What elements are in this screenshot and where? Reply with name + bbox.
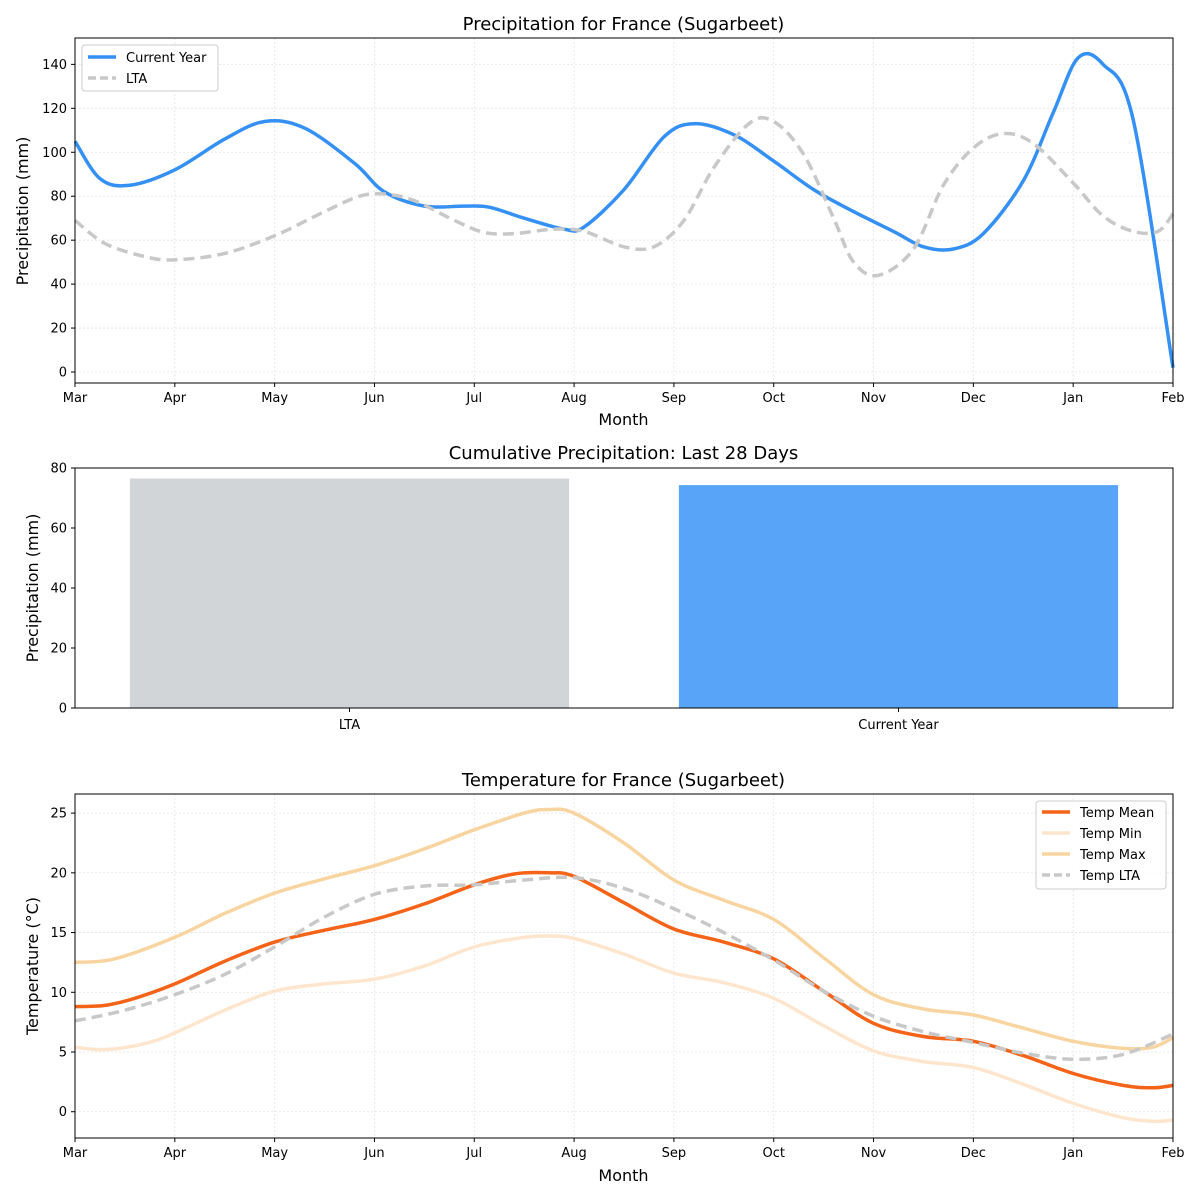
precipitation-ytick-label-40: 40: [50, 278, 67, 293]
legend-label-temp-mean: Temp Mean: [1079, 806, 1154, 821]
temperature-xtick-label-jun: Jun: [363, 1146, 384, 1161]
precipitation-x-axis-label: Month: [598, 410, 648, 429]
cumulative-xtick-label-lta: LTA: [339, 718, 360, 733]
temperature-xtick-label-jan: Jan: [1062, 1146, 1083, 1161]
cumulative-ytick-label-60: 60: [50, 522, 67, 537]
legend-label-temp-max: Temp Max: [1079, 848, 1146, 863]
precipitation-xtick-label-may: May: [261, 391, 288, 406]
cumulative-ticks: LTA Current Year 0 20 40 60 80: [50, 462, 939, 734]
temperature-series: [74, 807, 1174, 1124]
temperature-ytick-label-10: 10: [50, 986, 67, 1001]
legend-label-current-year: Current Year: [126, 51, 207, 66]
cumulative-ytick-label-20: 20: [50, 642, 67, 657]
cumulative-ytick-label-40: 40: [50, 582, 67, 597]
cumulative-precipitation-bar-chart: Cumulative Precipitation: Last 28 Days P…: [23, 443, 1174, 734]
precipitation-ytick-label-120: 120: [42, 102, 67, 117]
precipitation-ytick-label-80: 80: [50, 190, 67, 205]
precipitation-chart-title: Precipitation for France (Sugarbeet): [463, 14, 785, 35]
precipitation-y-axis-label: Precipitation (mm): [13, 137, 32, 286]
precipitation-plot-frame: [74, 37, 1174, 384]
cumulative-chart-title: Cumulative Precipitation: Last 28 Days: [449, 443, 799, 464]
temperature-y-axis-label: Temperature (°C): [23, 897, 42, 1036]
temperature-ytick-label-20: 20: [50, 866, 67, 881]
legend-label-temp-lta: Temp LTA: [1079, 869, 1140, 884]
temperature-xtick-label-may: May: [261, 1146, 288, 1161]
precipitation-series: [73, 51, 1175, 368]
precipitation-xtick-label-sep: Sep: [662, 391, 687, 406]
temperature-xtick-label-apr: Apr: [164, 1146, 187, 1161]
precipitation-ytick-label-140: 140: [42, 58, 67, 73]
precipitation-ytick-label-0: 0: [59, 366, 67, 381]
bar-current-year: [678, 485, 1119, 708]
precipitation-ytick-label-20: 20: [50, 322, 67, 337]
series-line-temp-max: [74, 807, 1174, 1051]
precipitation-line-chart: Precipitation for France (Sugarbeet) Mon…: [13, 14, 1185, 429]
temperature-plot-frame: [74, 793, 1174, 1139]
temperature-xtick-label-oct: Oct: [762, 1146, 784, 1161]
precipitation-xtick-label-mar: Mar: [63, 391, 88, 406]
precipitation-xtick-label-dec: Dec: [961, 391, 986, 406]
temperature-ytick-label-25: 25: [50, 807, 67, 822]
series-line-current-year: [73, 51, 1175, 368]
precipitation-xtick-label-jul: Jul: [465, 391, 482, 406]
temperature-xtick-label-aug: Aug: [561, 1146, 586, 1161]
precipitation-ytick-label-100: 100: [42, 146, 67, 161]
temperature-legend-box: [1035, 800, 1167, 890]
temperature-ytick-label-0: 0: [59, 1105, 67, 1120]
temperature-xtick-label-feb: Feb: [1161, 1146, 1184, 1161]
precipitation-xtick-label-nov: Nov: [861, 391, 887, 406]
precipitation-gridlines: [75, 38, 1173, 383]
temperature-xtick-label-nov: Nov: [861, 1146, 887, 1161]
temperature-xtick-label-sep: Sep: [662, 1146, 687, 1161]
bar-lta: [129, 478, 570, 708]
cumulative-y-axis-label: Precipitation (mm): [23, 514, 42, 663]
precipitation-xtick-label-feb: Feb: [1161, 391, 1184, 406]
precipitation-legend: Current Year LTA: [81, 44, 219, 92]
series-line-temp-lta: [74, 875, 1174, 1061]
temperature-ticks: Mar Apr May Jun Jul Aug Sep Oct Nov Dec Jan Feb 0 5 10…: [50, 807, 1184, 1161]
temperature-legend: Temp Mean Temp Min Temp Max Temp LTA: [1035, 800, 1167, 890]
precipitation-xtick-label-jan: Jan: [1062, 391, 1083, 406]
precipitation-xtick-label-apr: Apr: [164, 391, 187, 406]
precipitation-ticks: Mar Apr May Jun Jul Aug Sep Oct Nov Dec Jan Feb 0 20 4…: [42, 58, 1184, 406]
temperature-xtick-label-dec: Dec: [961, 1146, 986, 1161]
cumulative-xtick-label-current-year: Current Year: [858, 718, 939, 733]
series-line-lta: [73, 116, 1175, 278]
temperature-ytick-label-15: 15: [50, 926, 67, 941]
legend-label-lta: LTA: [126, 72, 147, 87]
precipitation-xtick-label-aug: Aug: [561, 391, 586, 406]
precipitation-xtick-label-jun: Jun: [363, 391, 384, 406]
temperature-xtick-label-jul: Jul: [465, 1146, 482, 1161]
cumulative-ytick-label-0: 0: [59, 702, 67, 717]
temperature-ytick-label-5: 5: [59, 1046, 67, 1061]
cumulative-ytick-label-80: 80: [50, 462, 67, 477]
temperature-x-axis-label: Month: [598, 1166, 648, 1185]
temperature-line-chart: Temperature for France (Sugarbeet) Month…: [23, 770, 1185, 1185]
precipitation-xtick-label-oct: Oct: [762, 391, 784, 406]
precipitation-ytick-label-60: 60: [50, 234, 67, 249]
temperature-xtick-label-mar: Mar: [63, 1146, 88, 1161]
series-line-temp-min: [74, 934, 1174, 1124]
temperature-gridlines: [75, 794, 1173, 1138]
cumulative-bars: [129, 478, 1119, 708]
temperature-chart-title: Temperature for France (Sugarbeet): [461, 770, 785, 791]
legend-label-temp-min: Temp Min: [1079, 827, 1142, 842]
